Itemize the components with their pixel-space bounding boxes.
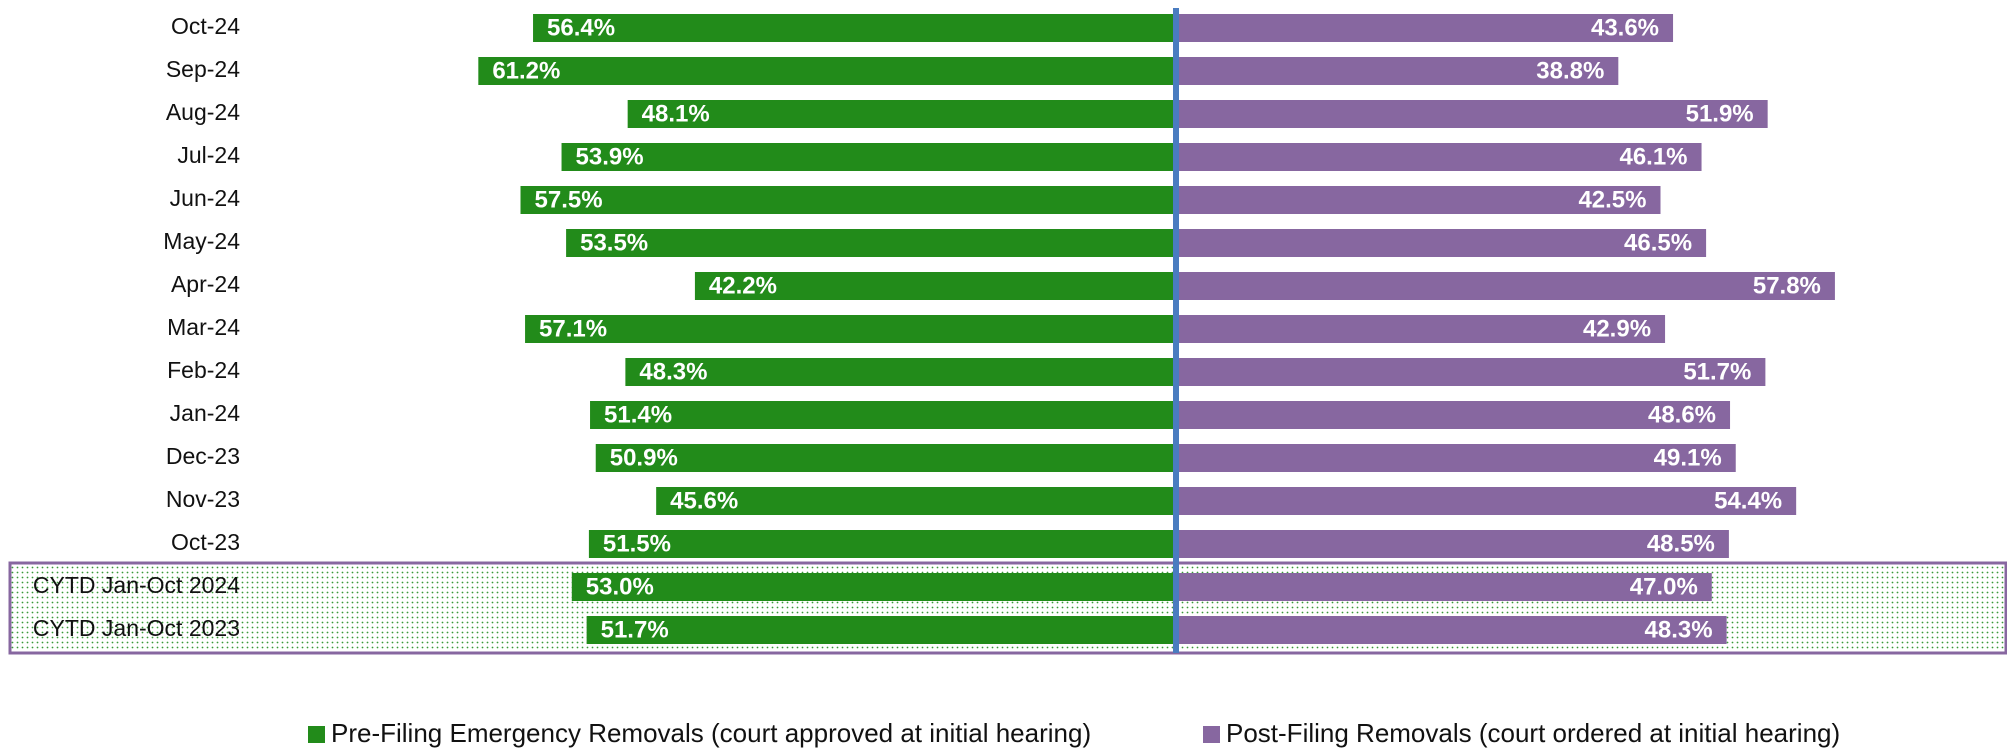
bar (586, 616, 1176, 644)
bar (478, 57, 1176, 85)
bar (1176, 358, 1766, 386)
bar (1176, 487, 1797, 515)
category-label: Aug-24 (166, 99, 240, 125)
value-label: 57.1% (539, 315, 607, 342)
value-label: 48.3% (1645, 616, 1713, 643)
bar (1176, 143, 1702, 171)
category-label: Jun-24 (170, 185, 241, 211)
value-label: 51.9% (1686, 100, 1754, 127)
bar (1176, 530, 1729, 558)
value-label: 47.0% (1630, 573, 1698, 600)
bar (1176, 229, 1707, 257)
bar (588, 530, 1176, 558)
category-label: Dec-23 (166, 443, 240, 469)
category-label: Jul-24 (177, 142, 240, 168)
value-label: 43.6% (1591, 14, 1659, 41)
bar (1176, 573, 1712, 601)
legend-label: Pre-Filing Emergency Removals (court app… (331, 718, 1091, 748)
category-label: Apr-24 (171, 271, 240, 297)
category-label: Mar-24 (167, 314, 240, 340)
bar (561, 143, 1176, 171)
category-label: Nov-23 (166, 486, 240, 512)
value-label: 48.5% (1647, 530, 1715, 557)
category-label: May-24 (163, 228, 240, 254)
value-label: 46.1% (1619, 143, 1687, 170)
bar (590, 401, 1176, 429)
bar (627, 100, 1176, 128)
legend-swatch (1203, 726, 1220, 743)
value-label: 42.9% (1583, 315, 1651, 342)
bar (694, 272, 1176, 300)
value-label: 56.4% (547, 14, 615, 41)
value-label: 42.5% (1578, 186, 1646, 213)
bar (656, 487, 1176, 515)
bar (525, 315, 1176, 343)
category-label: Feb-24 (167, 357, 240, 383)
category-label: CYTD Jan-Oct 2023 (33, 615, 240, 641)
bar (595, 444, 1176, 472)
legend-label: Post-Filing Removals (court ordered at i… (1226, 718, 1840, 748)
value-label: 42.2% (709, 272, 777, 299)
value-label: 51.5% (603, 530, 671, 557)
bar (571, 573, 1176, 601)
bar (1176, 14, 1674, 42)
bar (1176, 315, 1666, 343)
value-label: 48.1% (642, 100, 710, 127)
bar (625, 358, 1176, 386)
value-label: 51.7% (601, 616, 669, 643)
value-label: 45.6% (670, 487, 738, 514)
value-label: 51.4% (604, 401, 672, 428)
value-label: 61.2% (492, 57, 560, 84)
bar (533, 14, 1176, 42)
value-label: 57.8% (1753, 272, 1821, 299)
value-label: 48.3% (639, 358, 707, 385)
category-label: Oct-23 (171, 529, 240, 555)
bar (1176, 57, 1619, 85)
category-label: Oct-24 (171, 13, 240, 39)
value-label: 51.7% (1683, 358, 1751, 385)
bar (1176, 100, 1768, 128)
bar (520, 186, 1176, 214)
bar (1176, 272, 1835, 300)
center-line (1173, 8, 1179, 653)
category-label: Sep-24 (166, 56, 240, 82)
bar (1176, 401, 1731, 429)
category-label: CYTD Jan-Oct 2024 (33, 572, 240, 598)
value-label: 57.5% (535, 186, 603, 213)
bar (1176, 444, 1736, 472)
value-label: 46.5% (1624, 229, 1692, 256)
value-label: 49.1% (1654, 444, 1722, 471)
legend-swatch (308, 726, 325, 743)
value-label: 50.9% (610, 444, 678, 471)
value-label: 53.5% (580, 229, 648, 256)
value-label: 53.9% (576, 143, 644, 170)
value-label: 38.8% (1536, 57, 1604, 84)
value-label: 53.0% (586, 573, 654, 600)
bar (1176, 186, 1661, 214)
bar (566, 229, 1176, 257)
value-label: 48.6% (1648, 401, 1716, 428)
category-label: Jan-24 (170, 400, 241, 426)
value-label: 54.4% (1714, 487, 1782, 514)
bar (1176, 616, 1727, 644)
